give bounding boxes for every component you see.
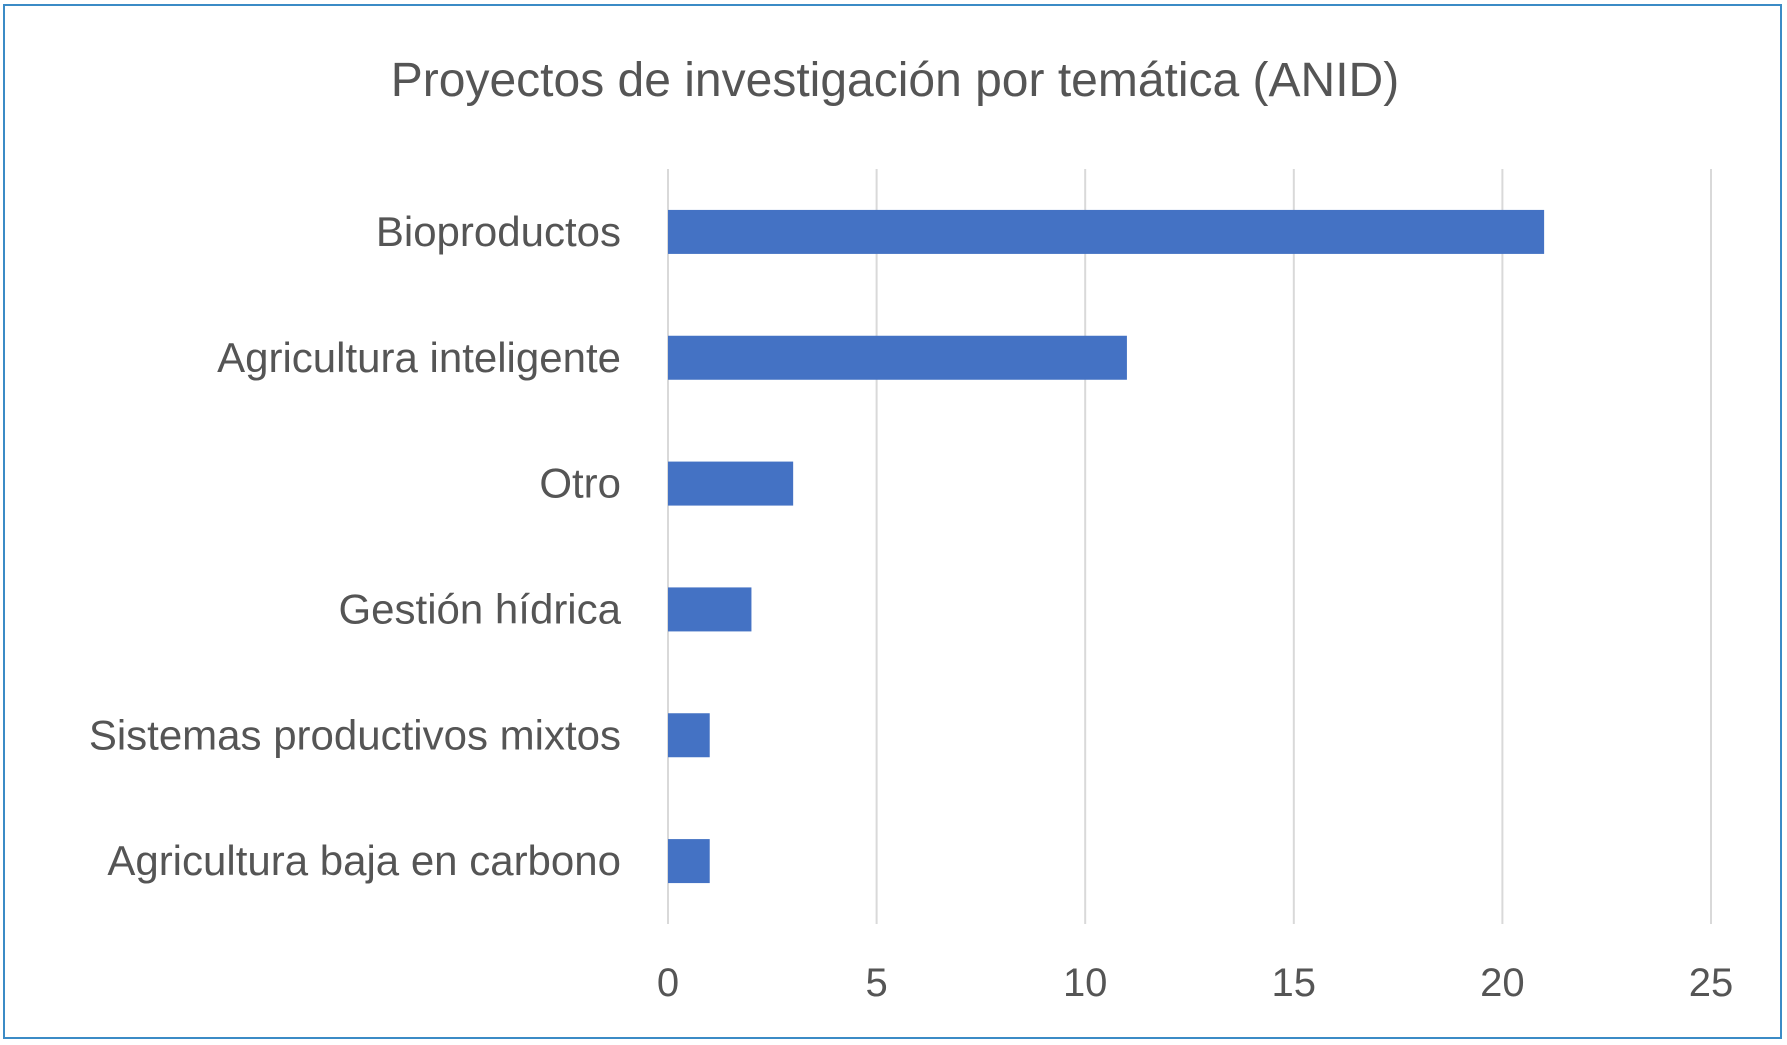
x-axis-tick-labels: 0 5 10 15 20 25 xyxy=(657,961,1733,1005)
x-tick-label: 15 xyxy=(1272,961,1317,1005)
category-labels: Bioproductos Agricultura inteligente Otro G… xyxy=(89,208,622,884)
category-label: Bioproductos xyxy=(376,208,621,255)
x-tick-label: 0 xyxy=(657,961,679,1005)
bar-chart: Proyectos de investigación por temática … xyxy=(89,54,1733,1005)
x-tick-label: 10 xyxy=(1063,961,1108,1005)
bar xyxy=(668,209,1545,254)
bar xyxy=(668,713,710,758)
category-label: Otro xyxy=(539,460,621,507)
gridlines xyxy=(667,169,1712,924)
x-tick-label: 25 xyxy=(1689,961,1734,1005)
bar xyxy=(668,587,752,632)
x-tick-label: 20 xyxy=(1480,961,1525,1005)
bar xyxy=(668,335,1127,380)
category-label: Sistemas productivos mixtos xyxy=(89,711,621,758)
x-tick-label: 5 xyxy=(865,961,887,1005)
category-label: Agricultura baja en carbono xyxy=(107,837,621,884)
category-label: Gestión hídrica xyxy=(339,585,622,632)
category-label: Agricultura inteligente xyxy=(217,334,621,381)
chart-frame: Proyectos de investigación por temática … xyxy=(3,4,1782,1039)
bars xyxy=(668,209,1545,884)
bar xyxy=(668,839,710,884)
bar xyxy=(668,461,794,506)
chart-title: Proyectos de investigación por temática … xyxy=(391,54,1399,107)
